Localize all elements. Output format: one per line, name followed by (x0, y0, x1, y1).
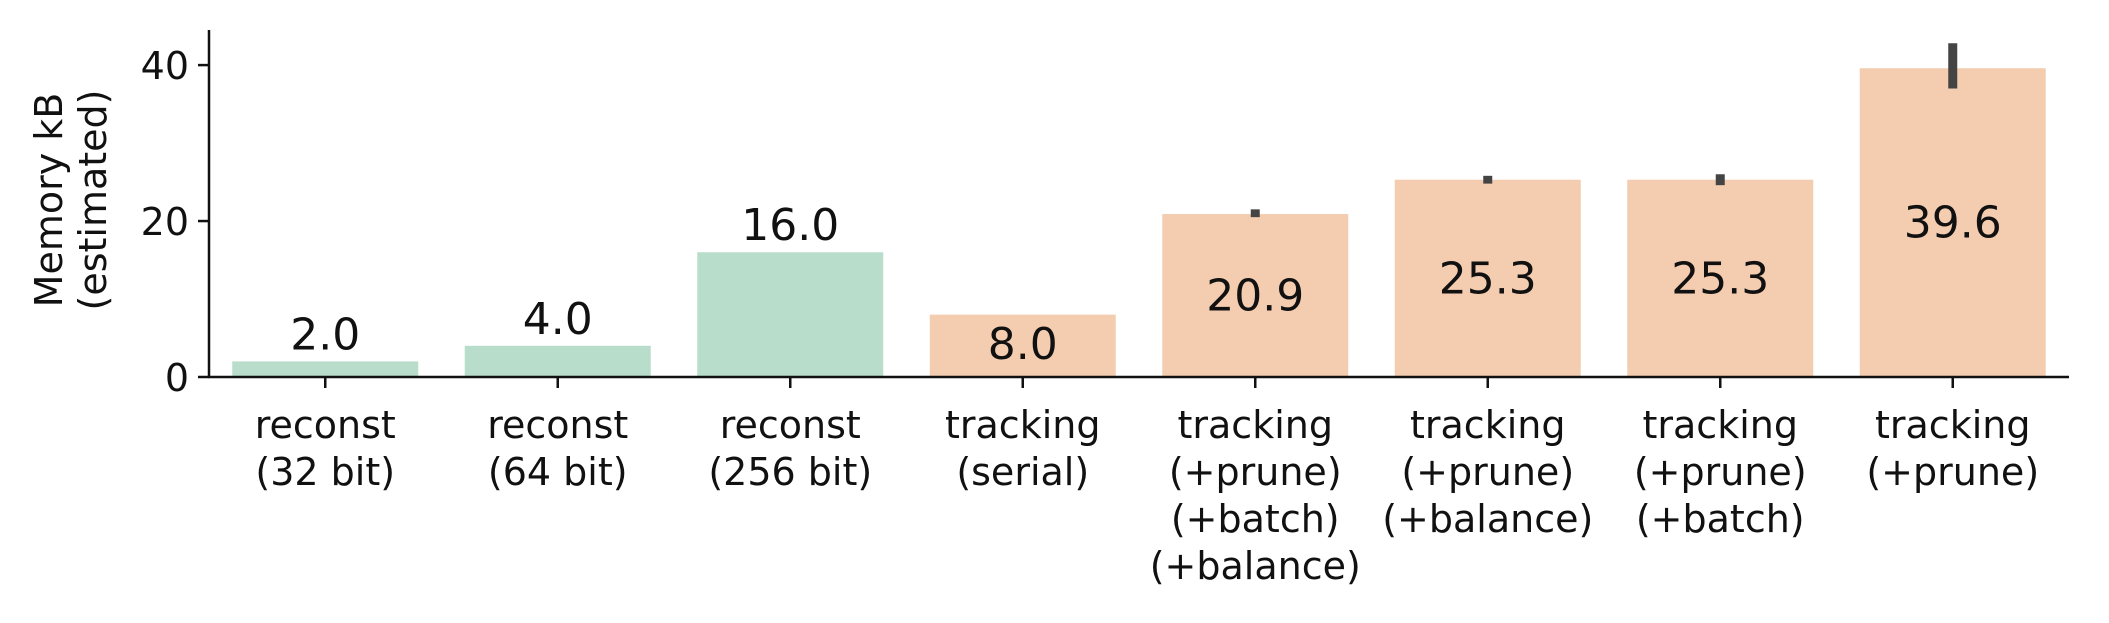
x-tick-label-4: tracking (serial) (945, 403, 1100, 494)
x-tick-label-1: reconst (32 bit) (255, 403, 396, 494)
value-label-3: 16.0 (741, 200, 839, 251)
value-label-5: 20.9 (1206, 271, 1304, 322)
value-label-1: 2.0 (290, 309, 360, 360)
y-tick-label-1: 0 (165, 356, 189, 400)
value-label-2: 4.0 (523, 294, 593, 345)
bar-8 (1859, 68, 2046, 378)
x-tick-label-7: tracking (+prune) (+batch) (1634, 403, 1807, 541)
y-axis-title: Memory kB(estimated) (27, 90, 115, 311)
x-tick-label-5: tracking (+prune) (+batch) (+balance) (1150, 403, 1361, 588)
x-tick-label-2: reconst (64 bit) (487, 403, 628, 494)
y-tick-label-2: 20 (141, 200, 189, 244)
x-tick-label-3: reconst (256 bit) (708, 403, 872, 494)
value-label-4: 8.0 (988, 319, 1058, 370)
bar-7 (1627, 179, 1814, 377)
bar-3 (697, 252, 884, 377)
x-tick-label-8: tracking (+prune) (1866, 403, 2039, 494)
value-label-8: 39.6 (1904, 198, 2002, 249)
y-tick-label-3: 40 (141, 44, 189, 88)
value-label-6: 25.3 (1439, 253, 1537, 304)
x-tick-label-6: tracking (+prune) (+balance) (1382, 403, 1593, 541)
value-label-7: 25.3 (1671, 253, 1769, 304)
bar-5 (1162, 214, 1349, 377)
bar-2 (464, 345, 651, 377)
bar-6 (1394, 179, 1581, 377)
bar-4 (929, 314, 1116, 377)
bar-1 (232, 361, 419, 377)
